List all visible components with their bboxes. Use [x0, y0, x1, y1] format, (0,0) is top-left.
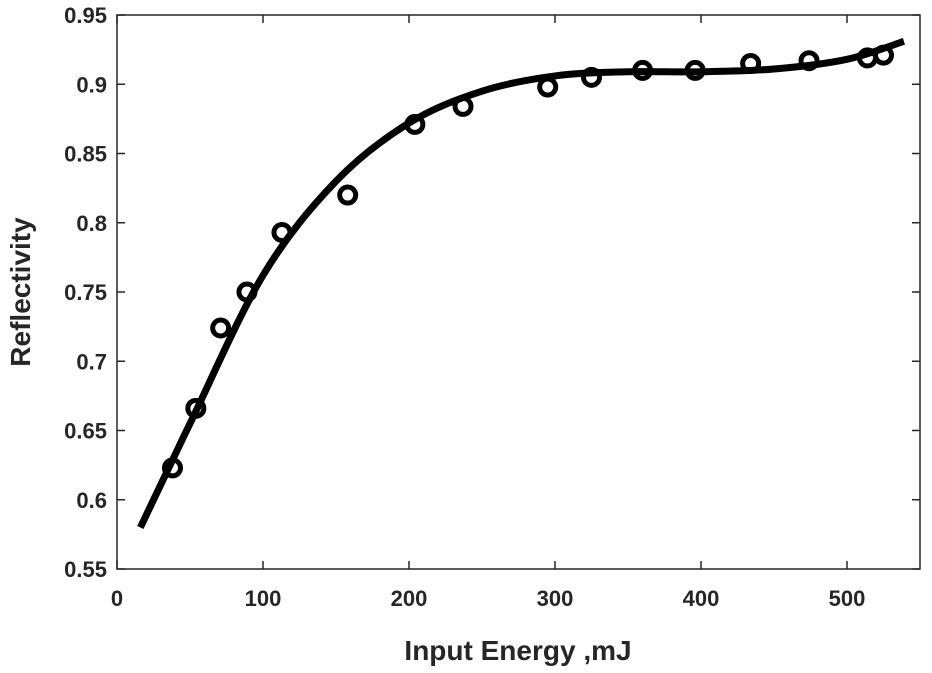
data-point: [798, 50, 820, 72]
y-tick-label: 0.9: [76, 72, 107, 97]
x-tick-label: 500: [829, 586, 866, 611]
data-point: [537, 76, 559, 98]
y-tick-label: 0.85: [64, 142, 107, 167]
x-tick-label: 300: [537, 586, 574, 611]
y-axis-label: Reflectivity: [5, 217, 36, 367]
y-tick-label: 0.8: [76, 211, 107, 236]
x-tick-label: 400: [683, 586, 720, 611]
y-tick-label: 0.55: [64, 557, 107, 582]
y-tick-label: 0.75: [64, 280, 107, 305]
y-tick-label: 0.65: [64, 419, 107, 444]
x-axis-label: Input Energy ,mJ: [404, 635, 631, 666]
y-tick-label: 0.7: [76, 349, 107, 374]
data-point: [337, 184, 359, 206]
data-point: [581, 66, 602, 88]
x-axis: 0 100 200 300 400 500: [111, 15, 865, 611]
data-point: [161, 457, 183, 479]
data-point: [740, 52, 762, 74]
data-point: [185, 397, 207, 419]
x-tick-label: 200: [391, 586, 428, 611]
data-point: [452, 95, 474, 117]
x-tick-label: 0: [111, 586, 123, 611]
x-tick-label: 100: [245, 586, 282, 611]
fit-curve: [137, 37, 906, 529]
data-point: [210, 317, 232, 339]
y-tick-label: 0.6: [76, 488, 107, 513]
data-point: [684, 59, 706, 81]
data-point: [404, 113, 426, 135]
data-points: [161, 44, 894, 479]
data-point: [271, 221, 293, 243]
data-point: [236, 281, 258, 303]
data-point: [873, 44, 894, 66]
data-point: [632, 59, 654, 81]
y-tick-label: 0.95: [64, 3, 107, 28]
y-axis: 0.55 0.6 0.65 0.7 0.75 0.8 0.85 0.9 0.95: [64, 3, 920, 582]
